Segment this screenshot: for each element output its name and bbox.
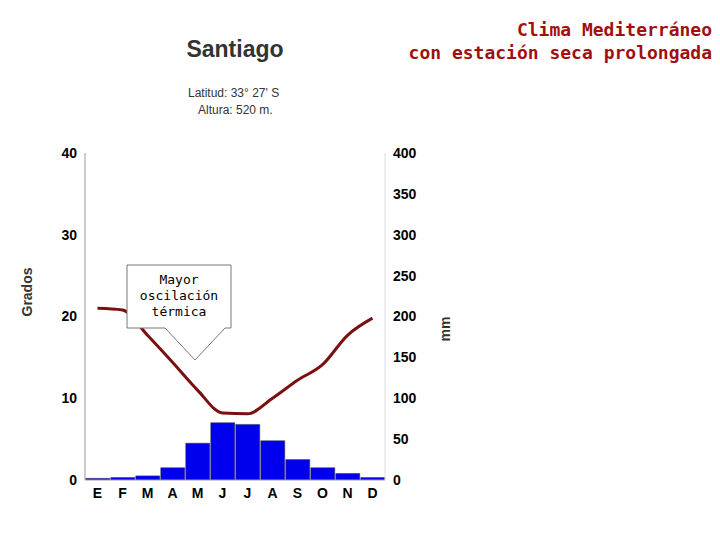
svg-text:oscilación: oscilación <box>140 288 218 303</box>
svg-text:0: 0 <box>69 472 77 488</box>
svg-text:50: 50 <box>393 431 409 447</box>
svg-text:mm: mm <box>437 317 453 342</box>
svg-text:E: E <box>93 485 102 501</box>
svg-text:térmica: térmica <box>152 304 207 319</box>
html-text:Latitud: 33° 27' S: Latitud: 33° 27' S <box>188 86 280 100</box>
svg-text:250: 250 <box>393 268 417 284</box>
svg-text:D: D <box>367 485 377 501</box>
svg-text:400: 400 <box>393 145 417 161</box>
svg-text:300: 300 <box>393 227 417 243</box>
svg-text:A: A <box>167 485 177 501</box>
html-text:Santiago: Santiago <box>186 36 284 62</box>
svg-text:0: 0 <box>393 472 401 488</box>
svg-text:150: 150 <box>393 349 417 365</box>
svg-text:30: 30 <box>61 227 77 243</box>
svg-text:200: 200 <box>393 308 417 324</box>
svg-text:350: 350 <box>393 186 417 202</box>
svg-text:Grados: Grados <box>19 267 35 316</box>
svg-text:S: S <box>293 485 302 501</box>
svg-text:J: J <box>244 485 252 501</box>
svg-text:F: F <box>118 485 127 501</box>
svg-text:N: N <box>342 485 352 501</box>
svg-text:40: 40 <box>61 145 77 161</box>
html-text:Altura: 520 m.: Altura: 520 m. <box>198 103 273 117</box>
svg-text:O: O <box>317 485 328 501</box>
svg-text:10: 10 <box>61 390 77 406</box>
html-text:Clima Mediterráneo con estació: Clima Mediterráneo con estación seca pro… <box>408 19 712 63</box>
svg-text:Mayor: Mayor <box>159 272 198 287</box>
svg-text:J: J <box>219 485 227 501</box>
svg-text:A: A <box>267 485 277 501</box>
svg-text:M: M <box>192 485 204 501</box>
svg-text:100: 100 <box>393 390 417 406</box>
svg-text:20: 20 <box>61 308 77 324</box>
svg-text:M: M <box>142 485 154 501</box>
